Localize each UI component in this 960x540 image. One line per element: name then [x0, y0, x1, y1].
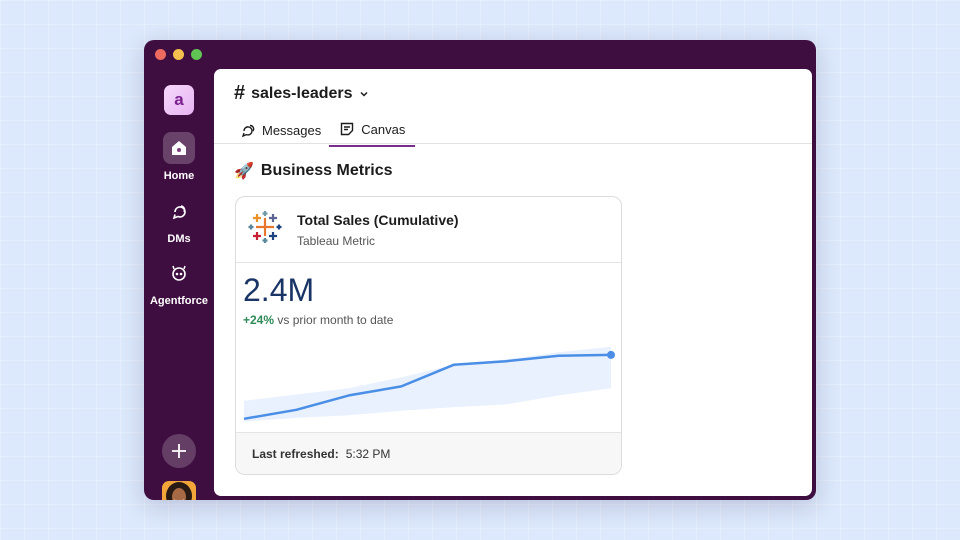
metric-change: +24% vs prior month to date [243, 313, 393, 327]
sparkline-chart [243, 346, 615, 422]
app-window: a Home DMs [144, 40, 816, 500]
refreshed-time: 5:32 PM [345, 446, 391, 461]
home-icon [163, 132, 195, 164]
change-description: vs prior month to date [274, 313, 394, 327]
tableau-logo-icon [248, 211, 282, 243]
latest-point [607, 350, 615, 359]
close-window-button[interactable] [155, 49, 166, 60]
channel-name: sales-leaders [251, 84, 353, 102]
sidebar-item-label: Home [163, 170, 195, 182]
tab-label: Messages [262, 122, 322, 138]
refreshed-label: Last refreshed: [252, 446, 339, 461]
hash-icon: # [234, 82, 246, 104]
sidebar-item-label: Agentforce [149, 295, 209, 307]
change-percent: +24% [243, 313, 275, 327]
sidebar-item-label: DMs [167, 233, 191, 245]
metric-card-footer: Last refreshed: 5:32 PM [236, 432, 621, 474]
plus-icon [172, 444, 186, 458]
agentforce-icon [163, 257, 195, 289]
metric-value: 2.4M [243, 272, 315, 308]
tab-divider [214, 143, 812, 144]
tab-label: Canvas [361, 121, 406, 137]
sidebar-item-dms[interactable]: DMs [144, 195, 214, 245]
workspace-switcher[interactable]: a [164, 85, 194, 115]
maximize-window-button[interactable] [191, 49, 202, 60]
window-controls [155, 49, 202, 60]
series-line [243, 353, 612, 421]
rocket-icon: 🚀 [234, 163, 254, 180]
sidebar: a Home DMs [144, 69, 214, 500]
section-heading: 🚀 Business Metrics [234, 161, 393, 181]
section-title: Business Metrics [260, 162, 393, 179]
sidebar-item-agentforce[interactable]: Agentforce [144, 257, 214, 307]
dm-icon [163, 195, 195, 227]
minimize-window-button[interactable] [173, 49, 184, 60]
metric-source: Tableau Metric [297, 234, 376, 248]
avatar[interactable] [162, 481, 196, 500]
tab-messages[interactable]: Messages [240, 117, 321, 147]
channel-panel: # sales-leaders Messages Canvas [214, 69, 812, 496]
confidence-band [244, 346, 611, 422]
channel-header[interactable]: # sales-leaders [234, 82, 369, 105]
chevron-down-icon [360, 91, 368, 97]
add-button[interactable] [162, 434, 196, 468]
metric-title: Total Sales (Cumulative) [297, 212, 459, 228]
sidebar-item-home[interactable]: Home [144, 132, 214, 182]
messages-icon [241, 124, 255, 138]
workspace-initial: a [174, 90, 184, 109]
channel-tabs: Messages Canvas [240, 117, 433, 147]
metric-card[interactable]: Total Sales (Cumulative) Tableau Metric … [235, 196, 622, 475]
canvas-icon [341, 122, 354, 136]
tab-canvas[interactable]: Canvas [329, 117, 416, 147]
metric-card-header: Total Sales (Cumulative) Tableau Metric [236, 197, 621, 263]
